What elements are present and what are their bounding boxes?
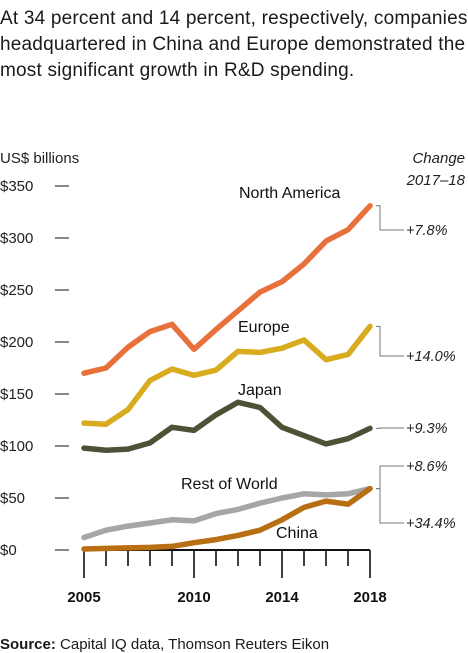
x-tick-label: 2014 (265, 589, 299, 606)
change-value: +34.4% (406, 516, 456, 532)
change-value: +14.0% (406, 349, 456, 365)
series-labels: North America Europe Japan Rest of World Chi… (181, 185, 340, 542)
y-tick-label: $250 (0, 282, 33, 299)
series-lines (84, 206, 370, 549)
x-tick-label: 2005 (67, 589, 100, 606)
series-label: Japan (238, 382, 282, 399)
series-label: Europe (238, 319, 290, 336)
y-tick-label: $50 (0, 490, 25, 507)
change-value: +9.3% (406, 421, 448, 437)
source-text: Capital IQ data, Thomson Reuters Eikon (60, 636, 329, 653)
y-tick-label: $300 (0, 230, 33, 247)
change-leaders: +7.8% +14.0% +9.3% +8.6% +34.4% (376, 206, 456, 532)
source-label: Source: (0, 636, 56, 653)
series-label: Rest of World (181, 476, 278, 493)
change-leader (376, 489, 404, 523)
series-line-north-america (84, 206, 370, 373)
x-tick-label: 2018 (353, 589, 386, 606)
change-value: +8.6% (406, 459, 448, 475)
series-line-rest-of-world (84, 489, 370, 538)
unit-label: US$ billions (0, 150, 79, 167)
change-leader (376, 206, 404, 230)
y-tick-label: $0 (0, 542, 17, 559)
y-tick-label: $150 (0, 386, 33, 403)
source-note: Source: Capital IQ data, Thomson Reuters… (0, 636, 329, 653)
x-axis: 2005 2010 2014 2018 (67, 550, 386, 606)
series-line-china (84, 489, 370, 549)
series-label: China (276, 525, 318, 542)
change-header-line1: Change (412, 150, 465, 167)
series-label: North America (239, 185, 340, 202)
change-leader (376, 466, 404, 489)
y-tick-label: $100 (0, 438, 33, 455)
change-leader (376, 326, 404, 356)
x-tick-label: 2010 (177, 589, 210, 606)
y-axis: $0 $50 $100 $150 $200 $250 $300 $350 (0, 178, 69, 559)
y-tick-label: $350 (0, 178, 33, 195)
change-value: +7.8% (406, 223, 448, 239)
change-header-line2: 2017–18 (406, 172, 466, 189)
y-tick-label: $200 (0, 334, 33, 351)
